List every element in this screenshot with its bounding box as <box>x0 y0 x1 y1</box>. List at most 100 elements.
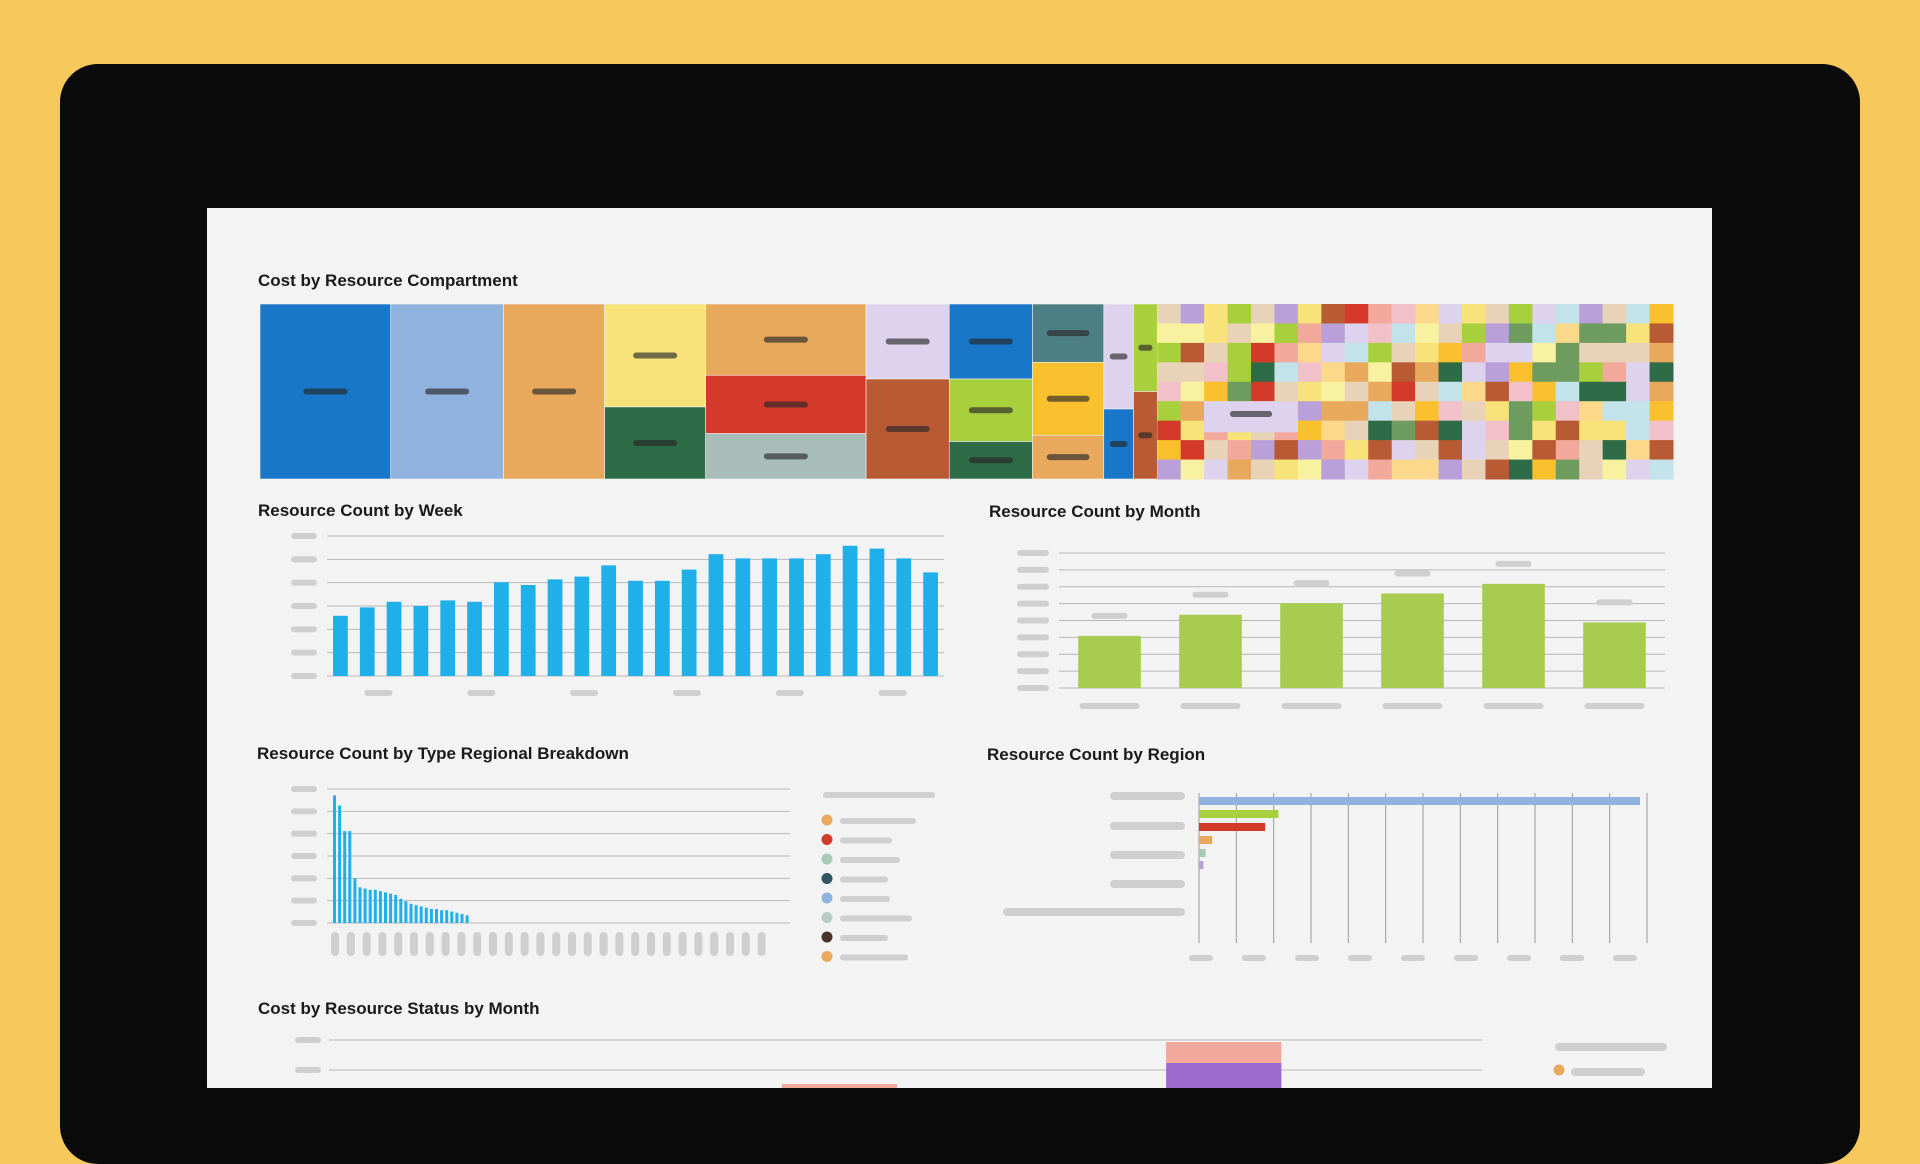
bar <box>413 606 429 676</box>
treemap-mosaic-tile <box>1649 440 1674 461</box>
legend-label <box>840 818 916 824</box>
treemap-mosaic-tile <box>1321 323 1346 344</box>
bar <box>440 600 456 676</box>
x-tick-label <box>520 932 529 956</box>
treemap-tile-label <box>763 336 808 343</box>
y-tick-label <box>1017 651 1049 658</box>
treemap-mosaic-tile <box>1157 381 1182 402</box>
treemap-mosaic-tile <box>1532 362 1557 383</box>
x-tick-label <box>1281 703 1342 709</box>
bar <box>404 901 408 923</box>
treemap-mosaic-tile <box>1532 420 1557 441</box>
y-tick-label <box>1110 822 1185 830</box>
treemap-mosaic-tile <box>1602 401 1627 422</box>
treemap-tile-label <box>1046 395 1090 402</box>
legend-label <box>840 896 890 902</box>
treemap-mosaic-tile <box>1626 362 1651 383</box>
x-tick-label <box>1613 955 1637 961</box>
treemap-mosaic-tile <box>1555 342 1580 363</box>
bar <box>460 914 464 923</box>
treemap-tile-label <box>968 338 1013 345</box>
treemap-mosaic-tile <box>1274 362 1299 383</box>
y-tick-label <box>1017 617 1049 624</box>
treemap-mosaic-tile <box>1204 342 1229 363</box>
treemap-mosaic-tile <box>1227 459 1252 480</box>
x-tick-label <box>1180 703 1241 709</box>
treemap-mosaic-tile <box>1485 342 1510 363</box>
treemap-tile-label <box>1046 454 1090 461</box>
treemap-mosaic-tile <box>1532 323 1557 344</box>
legend-header <box>823 792 935 798</box>
x-tick-label <box>1242 955 1266 961</box>
treemap-mosaic-tile <box>1204 440 1229 461</box>
x-tick-label <box>568 932 576 956</box>
bar <box>373 889 377 923</box>
treemap-mosaic-tile <box>1602 440 1627 461</box>
treemap-mosaic-tile <box>1368 440 1393 461</box>
bar <box>386 601 402 676</box>
y-tick-label <box>295 1037 321 1043</box>
bar-value-label <box>1192 591 1229 598</box>
treemap-mosaic-tile <box>1227 323 1252 344</box>
legend-swatch <box>1553 1064 1565 1076</box>
bar <box>708 554 724 676</box>
treemap-mosaic-tile <box>1344 342 1369 363</box>
bar <box>429 908 433 923</box>
treemap-mosaic-tile <box>1462 440 1486 461</box>
treemap-tile-label <box>1109 353 1128 360</box>
treemap-mosaic-tile <box>1415 342 1440 363</box>
treemap-mosaic-tile <box>1368 362 1393 383</box>
region-hbar-chart <box>1003 792 1648 961</box>
bar-value-label <box>1394 570 1431 577</box>
treemap-mosaic-tile <box>1602 459 1627 480</box>
x-tick-label <box>726 932 734 956</box>
x-tick-label <box>378 932 387 956</box>
x-tick-label <box>1401 955 1425 961</box>
treemap-mosaic-tile <box>1368 304 1393 324</box>
legend-swatch <box>821 912 833 923</box>
bar <box>384 892 387 923</box>
treemap-mosaic-tile <box>1462 304 1486 324</box>
bar <box>419 906 423 923</box>
x-tick-label <box>331 932 339 956</box>
month-chart-title: Resource Count by Month <box>989 502 1201 521</box>
treemap-mosaic-tile <box>1555 381 1580 402</box>
week-chart-title: Resource Count by Week <box>258 501 463 520</box>
treemap-mosaic-tile <box>1579 440 1604 461</box>
treemap-mosaic-tile <box>1391 362 1416 383</box>
bar <box>333 795 336 923</box>
y-tick-label <box>291 673 317 679</box>
y-tick-label <box>291 603 317 609</box>
treemap-mosaic-tile <box>1251 342 1275 363</box>
bar <box>450 911 454 923</box>
x-tick-label <box>647 932 655 956</box>
treemap-mosaic-tile <box>1649 401 1674 422</box>
treemap-mosaic-tile <box>1485 323 1510 344</box>
y-tick-label <box>1110 792 1185 800</box>
treemap-mosaic-tile <box>1438 401 1463 422</box>
bar <box>1280 603 1343 688</box>
bar <box>1199 823 1266 831</box>
treemap-mosaic-tile <box>1227 342 1252 363</box>
treemap-mosaic-tile <box>1204 323 1229 344</box>
treemap-tile-label <box>1138 344 1153 351</box>
treemap-mosaic-tile <box>1321 342 1346 363</box>
treemap-mosaic-tile <box>1508 323 1533 344</box>
treemap-mosaic-tile <box>1321 420 1346 441</box>
treemap-mosaic-tile <box>1180 381 1205 402</box>
bar <box>628 580 643 676</box>
treemap-mosaic-tile <box>1227 362 1252 383</box>
bar <box>869 548 885 676</box>
treemap-mosaic-tile <box>1555 401 1580 422</box>
bar <box>455 912 459 923</box>
treemap-mosaic-tile <box>1391 381 1416 402</box>
treemap-mosaic-tile <box>1438 323 1463 344</box>
x-tick-label <box>570 690 599 696</box>
treemap-mosaic-tile <box>1157 459 1182 480</box>
treemap-mosaic-tile <box>1438 459 1463 480</box>
treemap-mosaic-tile <box>1462 420 1486 441</box>
legend-swatch <box>821 814 833 826</box>
treemap-mosaic-tile <box>1649 323 1674 344</box>
treemap-mosaic-tile <box>1555 420 1580 441</box>
bar <box>735 558 751 676</box>
